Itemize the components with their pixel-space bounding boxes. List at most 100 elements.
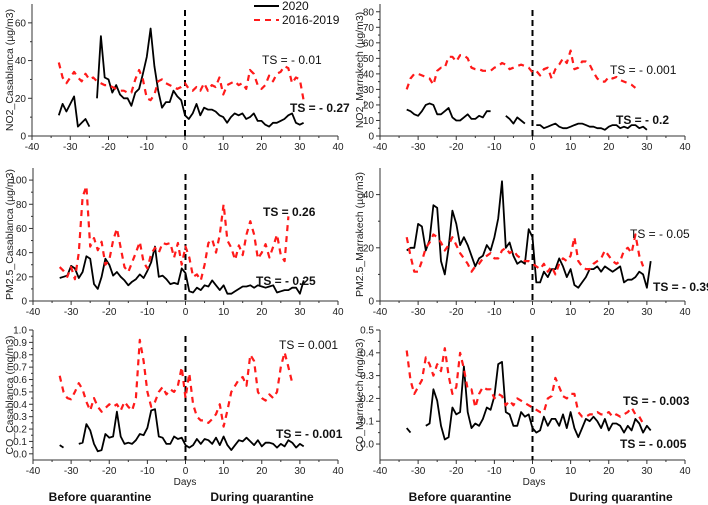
panel-3: -40 -30 -20 -10 0 10 20 30 40 0 20 40 60 80 100PM2.5_C… [4,168,344,318]
x-tick-label: -20 [102,466,117,477]
x-tick-label: -30 [64,307,79,318]
x-tick-label: 0 [182,142,188,153]
trend-slope-annotation: TS = - 0.27 [290,101,350,115]
y-tick-label: 30 [363,85,375,96]
x-tick-label: -10 [140,466,155,477]
series-line-segment [536,122,648,131]
y-tick-label: 0.2 [360,394,374,405]
series-2016-2019 [405,233,645,276]
x-tick-label: -20 [101,142,116,153]
x-tick-label: 20 [256,142,268,153]
series-2016-2019 [57,62,305,102]
y-tick-label: 40 [16,248,28,259]
y-tick-label: 20 [15,94,27,105]
x-tick-label: 20 [603,142,615,153]
x-tick-label: 40 [332,307,344,318]
y-tick-label: 60 [15,18,27,29]
trend-slope-annotation: TS = - 0.003 [623,394,690,408]
y-tick-label: 40 [363,190,375,201]
y-tick-label: 10 [363,116,375,127]
x-tick-label: -10 [140,307,155,318]
trend-slope-annotation: TS = - 0.001 [276,427,343,441]
y-tick-label: 0.0 [13,449,27,460]
series-2020 [57,27,305,128]
x-tick-label: 20 [603,307,615,318]
y-tick-label: 0.5 [360,326,374,337]
y-tick-label: 80 [16,200,28,211]
y-tick-label: 0.2 [13,425,27,436]
legend-label-2020: 2020 [282,0,309,13]
series-2020 [59,408,305,453]
series-line-segment [57,95,91,128]
trend-slope-annotation: TS = - 0.001 [610,63,677,77]
trend-slope-annotation: TS = - 0.05 [630,227,690,241]
y-tick-label: 70 [363,23,375,34]
x-tick-label: 20 [256,307,268,318]
y-tick-label: 0.6 [13,375,27,386]
y-tick-label: 0.1 [360,417,374,428]
y-tick-label: 40 [363,69,375,80]
x-tick-label: 20 [256,466,268,477]
label-before-quarantine-left: Before quarantine [49,490,152,504]
x-tick-label: 0 [530,142,536,153]
x-tick-label: 40 [679,466,691,477]
x-tick-label: 20 [603,466,615,477]
x-tick-label: -30 [411,466,426,477]
trend-slope-annotation: TS = - 0.2 [616,113,669,127]
y-tick-label: 100 [10,176,27,187]
series-2020 [406,102,648,131]
trend-slope-annotation: TS = 0.26 [263,205,316,219]
y-tick-label: 1.0 [13,326,27,337]
series-2020 [59,245,305,295]
series-2016-2019 [58,185,290,282]
y-tick-label: 0 [20,132,26,143]
y-tick-label: 20 [363,243,375,254]
trend-slope-annotation: TS = 0.001 [279,338,338,352]
series-line-segment [406,427,412,434]
trend-slope-annotation: TS = - 0.005 [620,437,687,451]
x-tick-label: -10 [487,466,502,477]
x-tick-label: -30 [64,466,79,477]
panel-1: -40 -30 -20 -10 0 10 20 30 40 0 20 40 60NO2_Casablan… [4,4,350,153]
x-tick-label: 0 [183,466,189,477]
x-tick-label: -10 [140,142,155,153]
series-2020 [406,361,652,441]
x-tick-label: -20 [449,142,464,153]
bottom-labels-right: Days Before quarantine During quarantine [409,477,673,504]
x-tick-label: 40 [332,466,344,477]
series-line-segment [58,185,290,282]
x-tick-label: -40 [26,466,41,477]
x-tick-label: 40 [332,142,344,153]
x-tick-label: -10 [487,142,502,153]
x-tick-label: -10 [487,307,502,318]
y-axis-label: CO_Casablanca (mg/m3) [4,335,16,454]
x-tick-label: 10 [218,466,230,477]
y-tick-label: 0.4 [13,400,27,411]
x-tick-label: 30 [294,466,306,477]
trend-slope-annotation: TS = - 0.39 [653,280,708,294]
panel-2: -40 -30 -20 -10 0 10 20 30 40 0 10 20 30 40 50 60 70 80NO… [354,4,691,153]
y-tick-label: 0.7 [13,363,27,374]
trend-slope-annotation: TS = - 0.01 [262,53,322,67]
legend: 2020 2016-2019 [254,0,340,27]
x-tick-label: 30 [294,307,306,318]
x-tick-label: 10 [565,142,577,153]
panel-5: -40 -30 -20 -10 0 10 20 30 400.00.10.20.30.40.50… [4,326,344,478]
xlabel-days-right: Days [523,477,546,488]
x-tick-label: 30 [641,142,653,153]
y-tick-label: 0.9 [13,338,27,349]
x-tick-label: -40 [26,307,41,318]
y-tick-label: 0.3 [13,412,27,423]
series-2016-2019 [58,338,294,428]
y-tick-label: 50 [363,54,375,65]
x-tick-label: -40 [373,142,388,153]
y-axis-label: PM2.5_Marrakech (µg/m3) [354,172,366,297]
x-tick-label: 0 [530,466,536,477]
y-tick-label: 0 [368,132,374,143]
y-axis-label: NO2_Marrakech (µg/m3) [354,12,366,128]
y-tick-label: 0.0 [360,440,374,451]
series-line-segment [405,49,637,90]
y-tick-label: 20 [16,272,28,283]
series-line-segment [96,27,305,128]
trend-slope-annotation: TS = - 0.25 [256,274,316,288]
